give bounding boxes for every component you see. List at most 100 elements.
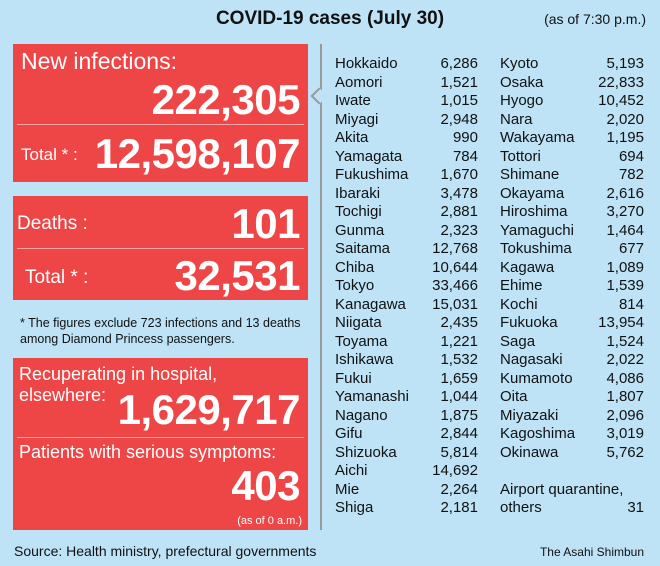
prefecture-row: Shimane 782: [500, 166, 644, 184]
prefecture-row: Nagasaki 2,022: [500, 351, 644, 369]
prefecture-row: Miyazaki 2,096: [500, 407, 644, 425]
prefecture-name: Nara: [500, 110, 533, 128]
prefecture-cases: 1,659: [440, 369, 478, 387]
prefecture-row: Wakayama 1,195: [500, 129, 644, 147]
prefecture-row: Akita 990: [335, 129, 478, 147]
prefecture-cases: 1,464: [606, 221, 644, 239]
prefecture-row: Fukuoka 13,954: [500, 314, 644, 332]
prefecture-cases: 1,195: [606, 129, 644, 146]
airport-label-2: others: [500, 499, 542, 516]
bracket-notch: [310, 87, 328, 105]
prefecture-cases: 22,833: [598, 73, 644, 91]
prefecture-row: Tottori 694: [500, 148, 644, 166]
prefecture-row: Iwate 1,015: [335, 92, 478, 110]
prefecture-cases: 1,044: [440, 388, 478, 405]
prefecture-row: Kanagawa 15,031: [335, 296, 478, 314]
prefecture-cases: 990: [452, 129, 478, 146]
prefecture-row: Yamaguchi 1,464: [500, 222, 644, 240]
prefecture-row: Oita 1,807: [500, 388, 644, 406]
prefecture-name: Ehime: [500, 277, 543, 294]
prefecture-row: Okinawa 5,762: [500, 444, 644, 462]
prefecture-name: Yamaguchi: [500, 221, 574, 239]
prefecture-cases: 13,954: [598, 314, 644, 331]
prefecture-cases: 2,323: [440, 221, 478, 239]
prefecture-name: Kanagawa: [335, 295, 406, 313]
serious-value: 403: [231, 462, 300, 509]
prefecture-name: Kagoshima: [500, 425, 576, 442]
prefecture-cases: 2,020: [606, 110, 644, 128]
recuperating-label: Recuperating in hospital, elsewhere:: [19, 364, 218, 405]
prefecture-cases: 2,022: [606, 351, 644, 368]
prefecture-name: Hyogo: [500, 92, 544, 109]
prefecture-row: Kagawa 1,089: [500, 259, 644, 277]
prefecture-row: Fukushima 1,670: [335, 166, 478, 184]
prefecture-cases: 2,948: [440, 110, 478, 128]
page-title: COVID-19 cases (July 30): [215, 8, 445, 29]
prefecture-cases: 677: [618, 240, 644, 257]
prefecture-row: Okayama 2,616: [500, 185, 644, 203]
serious-label: Patients with serious symptoms:: [19, 442, 277, 462]
prefecture-name: Hiroshima: [500, 203, 568, 220]
prefecture-name: Kumamoto: [500, 369, 573, 387]
prefecture-row: Tochigi 2,881: [335, 203, 478, 221]
prefecture-cases: 782: [618, 166, 644, 183]
prefecture-cases: 3,270: [606, 203, 644, 220]
prefecture-name: Miyazaki: [500, 406, 559, 424]
prefecture-name: Chiba: [335, 258, 375, 276]
prefecture-name: Toyama: [335, 332, 388, 350]
prefecture-name: Iwate: [335, 92, 371, 109]
prefecture-name: Kyoto: [500, 55, 539, 72]
prefecture-cases: 2,881: [440, 203, 478, 220]
prefecture-cases: 10,452: [598, 92, 644, 109]
prefecture-cases: 1,875: [440, 406, 478, 424]
prefecture-name: Oita: [500, 388, 528, 405]
prefecture-row: Tokyo 33,466: [335, 277, 478, 295]
prefecture-row: Yamanashi 1,044: [335, 388, 478, 406]
prefecture-row: Gifu 2,844: [335, 425, 478, 443]
prefecture-name: Gifu: [335, 425, 363, 442]
prefecture-cases: 33,466: [432, 277, 478, 294]
prefecture-cases: 2,435: [440, 314, 478, 331]
prefecture-name: Kagawa: [500, 258, 555, 276]
footnote: * The figures exclude 723 infections and…: [20, 316, 301, 346]
prefecture-name: Miyagi: [335, 110, 379, 128]
prefecture-name: Ishikawa: [335, 351, 394, 368]
prefecture-cases: 814: [618, 295, 644, 313]
airport-row-2: others 31: [500, 499, 644, 517]
prefecture-name: Mie: [335, 480, 360, 498]
prefecture-name: Osaka: [500, 73, 544, 91]
prefecture-cases: 6,286: [440, 55, 478, 72]
prefecture-cases: 1,670: [440, 166, 478, 183]
prefecture-row: Saga 1,524: [500, 333, 644, 351]
credit: The Asahi Shimbun: [539, 545, 644, 559]
prefecture-cases: 1,532: [440, 351, 478, 368]
prefecture-row: Yamagata 784: [335, 148, 478, 166]
prefecture-row: Kochi 814: [500, 296, 644, 314]
prefecture-name: Akita: [335, 129, 369, 146]
prefecture-cases: 12,768: [432, 240, 478, 257]
total-infections-label: Total * :: [21, 145, 78, 164]
prefecture-row: Hyogo 10,452: [500, 92, 644, 110]
prefecture-row: Hiroshima 3,270: [500, 203, 644, 221]
prefecture-cases: 5,762: [606, 443, 644, 461]
prefecture-name: Shiga: [335, 499, 374, 516]
prefecture-cases: 4,086: [606, 369, 644, 387]
prefecture-cases: 5,193: [606, 55, 644, 72]
prefecture-row: Ibaraki 3,478: [335, 185, 478, 203]
prefecture-row: Kyoto 5,193: [500, 55, 644, 73]
prefecture-name: Kochi: [500, 295, 538, 313]
recuperating-value: 1,629,717: [117, 386, 301, 433]
prefecture-row: Mie 2,264: [335, 481, 478, 499]
prefecture-name: Gunma: [335, 221, 385, 239]
prefecture-name: Aomori: [335, 73, 383, 91]
prefecture-name: Niigata: [335, 314, 382, 331]
prefecture-name: Nagasaki: [500, 351, 563, 368]
prefecture-name: Hokkaido: [335, 55, 398, 72]
prefecture-name: Tochigi: [335, 203, 382, 220]
prefecture-cases: 15,031: [432, 295, 478, 313]
prefecture-cases: 694: [618, 147, 644, 165]
prefecture-row: Hokkaido 6,286: [335, 55, 478, 73]
airport-row: Airport quarantine,: [500, 481, 644, 499]
airport-value: 31: [627, 499, 644, 516]
prefecture-cases: 1,089: [606, 258, 644, 276]
